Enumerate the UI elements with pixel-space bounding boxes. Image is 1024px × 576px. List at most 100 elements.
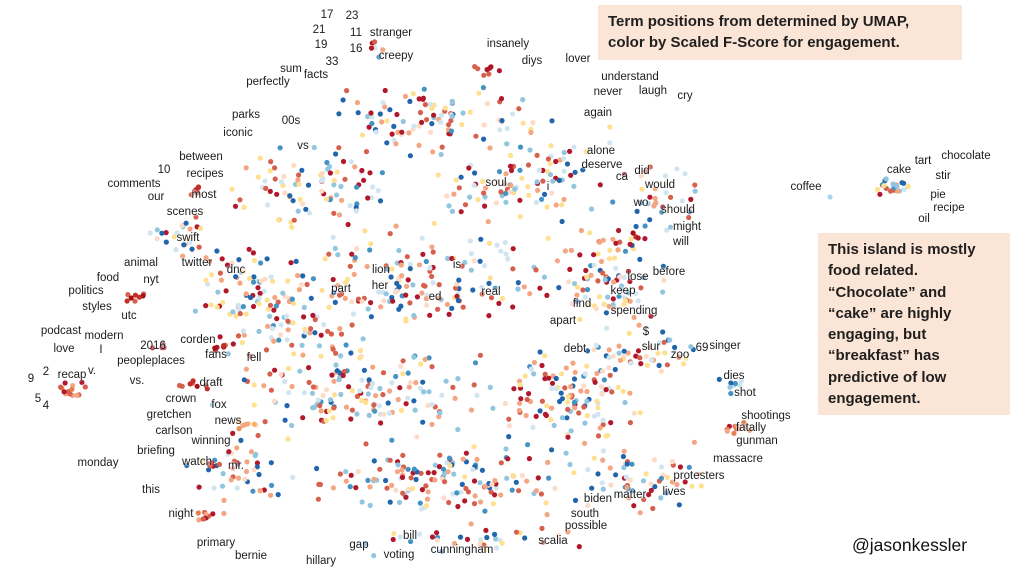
term-dot	[225, 351, 231, 357]
term-dot	[357, 388, 363, 394]
term-dot	[270, 278, 276, 284]
term-dot	[416, 262, 423, 268]
term-dot	[396, 247, 402, 254]
term-dot	[563, 450, 569, 456]
term-dot	[181, 242, 187, 248]
term-dot	[250, 279, 257, 285]
term-dot	[578, 388, 584, 394]
term-dot	[561, 196, 567, 202]
term-dot	[651, 457, 658, 463]
term-dot	[274, 191, 280, 197]
term-dot	[405, 370, 411, 376]
term-dot	[593, 342, 599, 348]
term-dot	[272, 294, 278, 301]
term-dot	[571, 281, 578, 287]
term-dot	[282, 190, 288, 196]
term-dot	[525, 442, 531, 448]
term-dot	[438, 112, 444, 118]
term-dot	[572, 497, 579, 503]
term-dot	[479, 291, 485, 297]
term-dot	[241, 332, 247, 338]
term-dot	[562, 385, 568, 391]
term-dot	[603, 433, 609, 439]
term-dot	[563, 365, 569, 371]
term-dot	[252, 453, 258, 459]
term-dot	[621, 274, 627, 280]
term-dot	[459, 263, 465, 269]
term-dot	[574, 292, 580, 298]
term-dot	[251, 274, 257, 280]
term-dot	[424, 496, 431, 502]
term-dot	[494, 545, 500, 551]
term-dot	[318, 408, 324, 414]
term-dot	[310, 276, 316, 282]
term-dot	[585, 502, 591, 508]
term-dot	[416, 531, 423, 537]
term-dot	[427, 265, 433, 271]
term-dot	[355, 469, 361, 475]
term-dot	[728, 390, 734, 397]
term-dot	[451, 191, 457, 197]
term-dot	[209, 460, 215, 466]
term-dot	[268, 387, 274, 393]
term-dot	[338, 183, 344, 190]
term-dot	[432, 477, 438, 483]
term-dot	[535, 475, 541, 481]
term-dot	[620, 388, 626, 394]
term-dot	[318, 332, 324, 338]
term-dot	[405, 395, 411, 401]
term-dot	[456, 185, 462, 191]
term-dot	[553, 202, 559, 208]
term-dot	[484, 534, 490, 541]
term-dot	[347, 484, 353, 490]
term-dot	[683, 355, 689, 361]
term-dot	[62, 380, 68, 386]
term-dot	[355, 110, 361, 116]
term-dot	[359, 167, 365, 174]
term-dot	[367, 247, 373, 253]
term-dot	[571, 470, 577, 476]
term-dot	[520, 120, 526, 126]
term-dot	[393, 223, 399, 229]
term-dot	[528, 129, 534, 136]
term-dot	[187, 226, 193, 232]
term-dot	[315, 397, 321, 403]
term-dot	[375, 187, 381, 194]
term-dot	[430, 149, 436, 155]
term-dot	[617, 274, 623, 280]
term-dot	[291, 217, 297, 223]
term-dot	[323, 417, 329, 424]
term-dot	[524, 478, 530, 484]
term-dot	[627, 241, 633, 247]
term-dot	[459, 122, 465, 128]
term-dot	[423, 296, 429, 302]
term-dot	[421, 86, 427, 92]
term-dot	[380, 47, 386, 53]
term-dot	[613, 265, 619, 271]
term-dot	[410, 486, 416, 492]
term-dot	[255, 432, 261, 439]
term-dot	[240, 269, 247, 275]
term-dot	[531, 359, 538, 366]
term-dot	[149, 345, 155, 351]
term-dot	[262, 178, 268, 184]
term-dot	[504, 475, 510, 481]
term-dot	[387, 231, 393, 237]
term-dot	[354, 393, 360, 399]
term-dot	[536, 167, 542, 173]
term-dot	[640, 478, 647, 484]
term-dot	[619, 283, 625, 289]
term-dot	[273, 303, 279, 309]
term-dot	[621, 465, 627, 471]
term-dot	[533, 267, 539, 273]
term-dot	[206, 467, 212, 473]
term-dot	[631, 410, 638, 416]
term-dot	[663, 190, 669, 196]
term-dot	[390, 536, 396, 543]
term-dot	[503, 446, 509, 452]
term-dot	[483, 185, 489, 191]
term-dot	[343, 404, 350, 410]
term-dot	[509, 111, 515, 117]
term-dot	[246, 275, 253, 282]
